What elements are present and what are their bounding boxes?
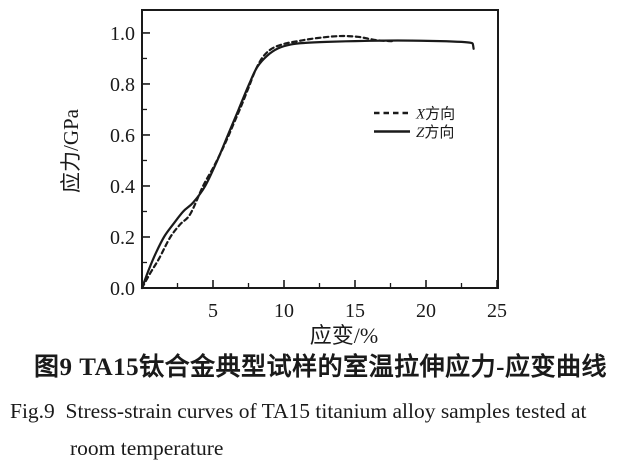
caption-chinese: 图9 TA15钛合金典型试样的室温拉伸应力-应变曲线 bbox=[34, 354, 607, 381]
y-axis-tick-label: 0.6 bbox=[110, 125, 135, 147]
y-axis-label: 应力/GPa bbox=[59, 108, 83, 193]
x-axis-tick-label: 15 bbox=[345, 300, 365, 322]
y-axis-tick-label: 0.4 bbox=[110, 176, 135, 198]
plot-border bbox=[141, 9, 499, 289]
y-axis-tick-label: 0.2 bbox=[110, 227, 135, 249]
stress-strain-chart: 应力/GPa 应变/% 5 10 15 20 25 0.0 0.2 0.4 0.6 0.8 1.0 X… bbox=[59, 9, 507, 348]
y-axis-tick-label: 1.0 bbox=[110, 23, 135, 45]
x-axis-tick-label: 25 bbox=[487, 300, 507, 322]
x-axis-tick-label: 10 bbox=[274, 300, 294, 322]
legend-item-x-direction: X方向 bbox=[374, 106, 455, 123]
series-curve-x-direction bbox=[140, 34, 393, 290]
series-curve-z-direction bbox=[140, 39, 475, 290]
y-axis-tick-label: 0.8 bbox=[110, 74, 135, 96]
x-axis-tick-label: 20 bbox=[416, 300, 436, 322]
legend-label: X方向 bbox=[415, 106, 455, 123]
legend-item-z-direction: Z方向 bbox=[374, 124, 454, 141]
y-axis-tick-label: 0.0 bbox=[110, 278, 135, 300]
legend-label: Z方向 bbox=[416, 124, 454, 141]
caption-english-line1: Fig.9 Stress-strain curves of TA15 titan… bbox=[10, 399, 587, 423]
x-axis-tick-label: 5 bbox=[208, 300, 218, 322]
caption-english-line2: room temperature bbox=[70, 436, 224, 460]
x-axis-label: 应变/% bbox=[310, 323, 378, 348]
